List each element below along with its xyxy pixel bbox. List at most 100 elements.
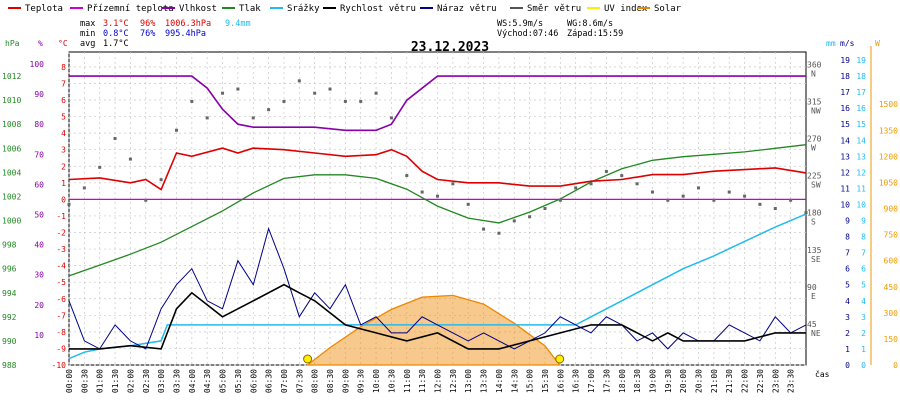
axes: 00:00 00:30 01:00 01:30 02:00 02:30 03:00 03:30… bbox=[2, 39, 898, 393]
wdir-tick-deg: 270 bbox=[807, 135, 822, 144]
x-tick-label: 02:30 bbox=[142, 369, 151, 393]
w-tick-label: 900 bbox=[884, 205, 899, 214]
x-tick-label: 03:00 bbox=[157, 369, 166, 393]
hpa-tick-label: 998 bbox=[2, 241, 17, 250]
degc-tick-label: -4 bbox=[56, 262, 66, 271]
wind-dir-point bbox=[374, 91, 378, 95]
series-solar bbox=[305, 294, 561, 366]
wind-dir-point bbox=[451, 182, 455, 186]
x-tick-label: 15:00 bbox=[526, 369, 535, 393]
wind-dir-point bbox=[558, 198, 562, 202]
degc-tick-label: -5 bbox=[56, 278, 66, 287]
w-tick-label: 150 bbox=[884, 335, 899, 344]
wind-dir-point bbox=[528, 215, 532, 219]
wind-dir-point bbox=[804, 211, 808, 215]
w-tick-label: 450 bbox=[884, 283, 899, 292]
pct-tick-label: 70 bbox=[34, 150, 44, 159]
degc-tick-label: 5 bbox=[61, 113, 66, 122]
x-tick-label: 10:00 bbox=[372, 369, 381, 393]
wind-dir-point bbox=[420, 190, 424, 194]
legend-label: Náraz větru bbox=[437, 4, 497, 14]
x-tick-label: 17:30 bbox=[602, 369, 611, 393]
wdir-tick-label: NW bbox=[811, 107, 821, 116]
pct-tick-label: 100 bbox=[30, 60, 45, 69]
wind-dir-point bbox=[512, 219, 516, 223]
mm-tick-label: 10 bbox=[856, 200, 866, 209]
wind-dir-point bbox=[405, 174, 409, 178]
stat-avg-label: avg bbox=[80, 39, 95, 49]
degc-tick-label: -10 bbox=[52, 361, 67, 370]
ms-tick-label: 19 bbox=[840, 56, 850, 65]
wdir-tick-deg: 360 bbox=[807, 60, 822, 69]
hpa-tick-label: 988 bbox=[2, 361, 17, 370]
x-tick-label: 00:00 bbox=[65, 369, 74, 393]
x-tick-label: 03:30 bbox=[172, 369, 181, 393]
wind-dir-point bbox=[328, 87, 332, 91]
hpa-tick-label: 994 bbox=[2, 289, 17, 298]
degc-tick-label: 6 bbox=[61, 96, 66, 105]
legend-label: Tlak bbox=[239, 4, 261, 14]
x-tick-label: 21:30 bbox=[725, 369, 734, 393]
sunrise: Východ:07:46 bbox=[497, 29, 558, 39]
degc-tick-label: -3 bbox=[56, 245, 66, 254]
x-axis-label: čas bbox=[815, 369, 830, 379]
wind-dir-point bbox=[67, 202, 71, 206]
pct-tick-label: 80 bbox=[34, 120, 44, 129]
degc-tick-label: -1 bbox=[56, 212, 66, 221]
wind-dir-point bbox=[343, 99, 347, 103]
degc-axis-label: °C bbox=[58, 39, 68, 48]
hpa-tick-label: 1006 bbox=[2, 144, 21, 153]
x-tick-label: 05:00 bbox=[219, 369, 228, 393]
wind-dir-point bbox=[389, 116, 393, 120]
degc-tick-label: 8 bbox=[61, 63, 66, 72]
mm-tick-label: 18 bbox=[856, 72, 866, 81]
chart-title: 23.12.2023 bbox=[411, 40, 489, 55]
wind-dir-point bbox=[604, 169, 608, 173]
wind-dir-point bbox=[650, 190, 654, 194]
x-tick-label: 20:30 bbox=[695, 369, 704, 393]
hpa-tick-label: 990 bbox=[2, 337, 17, 346]
degc-tick-label: 7 bbox=[61, 79, 66, 88]
hpa-tick-label: 1004 bbox=[2, 168, 21, 177]
mm-tick-label: 1 bbox=[861, 345, 866, 354]
stat-max-hum: 96% bbox=[140, 19, 155, 29]
ms-tick-label: 3 bbox=[845, 313, 850, 322]
x-tick-label: 14:30 bbox=[510, 369, 519, 393]
w-tick-label: 300 bbox=[884, 309, 899, 318]
mm-tick-label: 8 bbox=[861, 233, 866, 242]
x-tick-label: 13:00 bbox=[464, 369, 473, 393]
mm-tick-label: 17 bbox=[856, 88, 866, 97]
w-tick-label: 750 bbox=[884, 231, 899, 240]
legend-label: Teplota bbox=[25, 4, 63, 14]
wdir-tick-deg: 225 bbox=[807, 172, 822, 181]
wind-dir-point bbox=[589, 182, 593, 186]
wdir-tick-label: SW bbox=[811, 181, 821, 190]
x-tick-label: 15:30 bbox=[541, 369, 550, 393]
wind-dir-point bbox=[313, 91, 317, 95]
w-tick-label: 0 bbox=[893, 361, 898, 370]
ms-tick-label: 2 bbox=[845, 329, 850, 338]
wind-dir-point bbox=[712, 198, 716, 202]
pct-tick-label: 30 bbox=[34, 271, 44, 280]
wind-dir-point bbox=[282, 99, 286, 103]
wind-dir-point bbox=[773, 207, 777, 210]
sun-marker bbox=[303, 354, 313, 364]
x-tick-label: 11:30 bbox=[418, 369, 427, 393]
mm-tick-label: 5 bbox=[861, 281, 866, 290]
wind-dir-point bbox=[297, 79, 301, 83]
x-tick-label: 04:30 bbox=[203, 369, 212, 393]
wdir-tick-deg: 45 bbox=[807, 320, 817, 329]
pct-tick-label: 60 bbox=[34, 180, 44, 189]
pct-tick-label: 20 bbox=[34, 301, 44, 310]
wind-dir-point bbox=[436, 194, 439, 198]
hpa-axis-label: hPa bbox=[5, 39, 20, 48]
hpa-tick-label: 992 bbox=[2, 313, 17, 322]
x-tick-label: 08:00 bbox=[311, 369, 320, 393]
x-tick-label: 09:00 bbox=[341, 369, 350, 393]
stat-max-rain: 9.4mm bbox=[225, 19, 251, 29]
x-tick-label: 16:00 bbox=[556, 369, 565, 393]
x-tick-label: 01:30 bbox=[111, 369, 120, 393]
x-tick-label: 11:00 bbox=[403, 369, 412, 393]
wind-dir-point bbox=[635, 182, 639, 186]
